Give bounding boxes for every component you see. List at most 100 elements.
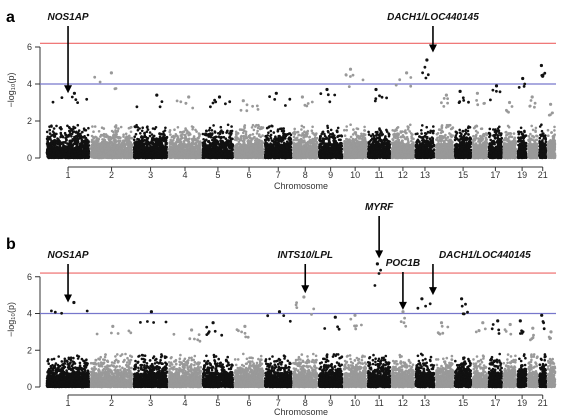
data-point	[65, 155, 68, 158]
data-point	[46, 155, 49, 158]
data-point	[188, 138, 191, 141]
data-point	[181, 136, 184, 139]
data-point	[165, 140, 168, 143]
data-point	[46, 138, 49, 141]
data-point	[227, 124, 230, 127]
data-point	[189, 157, 192, 160]
data-point	[113, 134, 116, 137]
data-point	[150, 147, 153, 150]
y-tick-label: 6	[27, 42, 32, 52]
data-point	[197, 137, 200, 140]
data-point	[111, 130, 114, 133]
data-point	[52, 134, 55, 137]
data-point	[142, 150, 145, 153]
data-point	[163, 146, 166, 149]
data-point	[175, 143, 178, 146]
data-point	[151, 138, 154, 141]
data-point	[141, 126, 144, 129]
data-point	[160, 144, 163, 147]
data-point	[145, 140, 148, 143]
data-point	[81, 143, 84, 146]
data-point	[149, 155, 152, 158]
data-point	[192, 152, 195, 155]
data-point	[129, 141, 132, 144]
data-point	[175, 154, 178, 157]
data-point	[101, 134, 104, 137]
data-point	[78, 129, 81, 132]
data-point	[119, 139, 122, 142]
data-point	[183, 140, 186, 143]
panel-letter: a	[6, 9, 15, 26]
data-point	[197, 147, 200, 150]
data-point	[134, 146, 137, 149]
data-point	[95, 153, 98, 156]
data-point	[114, 138, 117, 141]
data-point	[191, 138, 194, 141]
data-point	[199, 133, 202, 136]
data-point	[71, 144, 74, 147]
data-point	[100, 155, 103, 158]
data-point	[177, 136, 180, 139]
data-point	[172, 154, 175, 157]
data-point	[169, 139, 172, 142]
data-point	[49, 149, 52, 152]
data-point	[65, 150, 68, 153]
data-point	[105, 136, 108, 139]
data-point	[209, 127, 212, 130]
data-point	[111, 147, 114, 150]
data-point	[184, 134, 187, 137]
data-point	[130, 131, 133, 134]
data-point	[99, 81, 102, 84]
data-point	[111, 141, 114, 144]
data-point	[56, 137, 59, 140]
data-point	[79, 135, 82, 138]
data-point	[186, 132, 189, 135]
data-point	[112, 156, 115, 159]
data-point	[60, 142, 63, 145]
data-point	[55, 148, 58, 151]
data-point	[172, 143, 175, 146]
data-point	[121, 155, 124, 158]
data-point	[122, 135, 125, 138]
data-point	[146, 131, 149, 134]
data-point	[193, 149, 196, 152]
data-point	[137, 149, 140, 152]
data-point	[74, 98, 77, 101]
data-point	[157, 155, 160, 158]
data-point	[86, 151, 89, 154]
data-point	[114, 129, 117, 132]
data-point	[49, 151, 52, 154]
data-point	[103, 141, 106, 144]
data-point	[189, 151, 192, 154]
data-point	[116, 156, 119, 159]
data-point	[129, 157, 132, 160]
data-point	[77, 124, 80, 127]
data-point	[140, 143, 143, 146]
data-point	[115, 126, 118, 129]
data-point	[159, 151, 162, 154]
data-point	[105, 150, 108, 153]
data-point	[90, 151, 93, 154]
data-point	[183, 130, 186, 133]
data-point	[104, 145, 107, 148]
y-axis-title: −log₁₀(p)	[6, 72, 16, 107]
data-point	[149, 131, 152, 134]
data-point	[77, 137, 80, 140]
data-point	[135, 133, 138, 136]
data-point	[87, 127, 90, 130]
data-point	[48, 125, 51, 128]
data-point	[137, 145, 140, 148]
data-point	[68, 140, 71, 143]
data-point	[162, 131, 165, 134]
data-point	[108, 152, 111, 155]
data-point	[117, 127, 120, 130]
data-point	[49, 138, 52, 141]
data-point	[55, 140, 58, 143]
data-point	[91, 156, 94, 159]
data-point	[74, 153, 77, 156]
data-point	[195, 142, 198, 145]
data-point	[68, 151, 71, 154]
data-point	[84, 149, 87, 152]
data-point	[195, 130, 198, 133]
data-point	[60, 133, 63, 136]
